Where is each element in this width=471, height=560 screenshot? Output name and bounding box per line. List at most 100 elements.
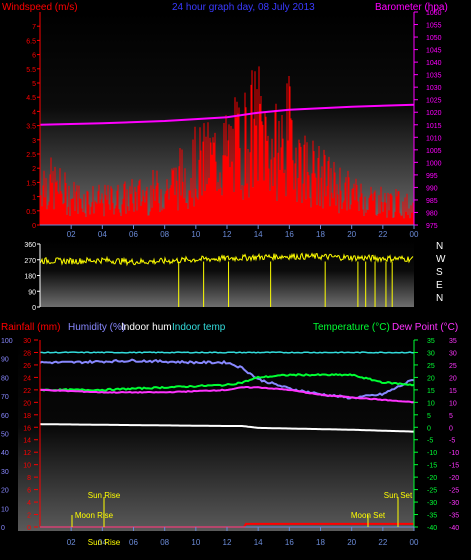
wind-y-tick: 1 (32, 195, 36, 202)
indoor-temp-line (40, 351, 415, 354)
legend-indoor-hum: Indoor hum (121, 322, 172, 333)
rain-y-tick: 22 (23, 388, 31, 395)
wind-x-tick: 12 (223, 230, 232, 239)
barometer-axis-title: Barometer (hpa) (375, 2, 448, 13)
temperature-y-tick: -25 (427, 488, 437, 495)
barometer-y-tick: 1000 (426, 160, 442, 167)
barometer-y-tick: 1055 (426, 23, 442, 30)
wind-y-tick: 7 (32, 24, 36, 31)
climate-x-tick: 18 (316, 538, 325, 547)
wind-x-tick: 08 (160, 230, 169, 239)
barometer-y-tick: 995 (426, 173, 438, 180)
wind-x-tick: 06 (129, 230, 138, 239)
temperature-y-tick: -40 (427, 525, 437, 532)
humidity-y-tick: 80 (1, 375, 9, 382)
sunrise-axis-label: Sun Rise (88, 538, 121, 547)
dew-point-y-tick: -25 (449, 488, 459, 495)
indoor-hum-line (39, 423, 414, 433)
barometer-y-tick: 1040 (426, 60, 442, 67)
temperature-y-tick: -30 (427, 500, 437, 507)
wind-y-tick: 5.5 (26, 67, 36, 74)
climate-x-tick: 14 (254, 538, 263, 547)
wind-y-tick: 0.5 (26, 209, 36, 216)
barometer-y-tick: 1005 (426, 148, 442, 155)
climate-x-tick: 16 (285, 538, 294, 547)
sunrise-label: Sun Rise (88, 491, 121, 500)
barometer-y-tick: 975 (426, 223, 438, 230)
barometer-y-tick: 1050 (426, 35, 442, 42)
wind-y-tick: 5 (32, 81, 36, 88)
wind-y-tick: 4.5 (26, 95, 36, 102)
barometer-y-tick: 1045 (426, 48, 442, 55)
temperature-y-tick: 25 (427, 363, 435, 370)
dew-point-y-tick: 25 (449, 363, 457, 370)
chart-title: 24 hour graph day, 08 July 2013 (172, 2, 315, 13)
barometer-y-tick: 1035 (426, 73, 442, 80)
wind-x-tick: 00 (410, 230, 419, 239)
rain-y-tick: 30 (23, 338, 31, 345)
climate-x-tick: 12 (223, 538, 232, 547)
wind-y-tick: 4 (32, 109, 36, 116)
legend-rainfall: Rainfall (mm) (1, 322, 60, 333)
wind-x-tick: 18 (316, 230, 325, 239)
climate-x-tick: 06 (129, 538, 138, 547)
rain-y-tick: 2 (27, 513, 31, 520)
temperature-y-tick: 30 (427, 350, 435, 357)
dew-point-y-tick: 15 (449, 388, 457, 395)
rain-y-tick: 10 (23, 463, 31, 470)
barometer-y-tick: 1015 (426, 123, 442, 130)
humidity-y-tick: 10 (1, 506, 9, 513)
climate-plot-area (18, 340, 414, 531)
direction-y-tick: 180 (24, 274, 36, 281)
barometer-y-tick: 1010 (426, 135, 442, 142)
dew-point-y-tick: -15 (449, 463, 459, 470)
compass-label: W (436, 254, 446, 265)
climate-x-tick: 00 (410, 538, 419, 547)
temperature-y-tick: 0 (427, 425, 431, 432)
humidity-y-tick: 50 (1, 432, 9, 439)
climate-x-tick: 10 (191, 538, 200, 547)
wind-y-tick: 6 (32, 53, 36, 60)
dew-point-y-tick: 30 (449, 350, 457, 357)
compass-label: S (436, 267, 443, 278)
dew-point-y-tick: 35 (449, 338, 457, 345)
humidity-y-tick: 0 (1, 525, 5, 532)
climate-x-tick: 08 (160, 538, 169, 547)
direction-plot-area (40, 241, 414, 307)
wind-y-tick: 2 (32, 166, 36, 173)
wind-speed-bars (39, 66, 414, 225)
humidity-y-tick: 30 (1, 469, 9, 476)
humidity-y-tick: 100 (1, 338, 13, 345)
rain-y-tick: 28 (23, 350, 31, 357)
rain-y-tick: 8 (27, 475, 31, 482)
dew-point-y-tick: 0 (449, 425, 453, 432)
barometer-y-tick: 1030 (426, 85, 442, 92)
rain-y-tick: 16 (23, 425, 31, 432)
barometer-y-tick: 980 (426, 210, 438, 217)
temperature-y-tick: 15 (427, 388, 435, 395)
dew-point-y-tick: -5 (449, 438, 455, 445)
wind-x-tick: 10 (191, 230, 200, 239)
humidity-y-tick: 20 (1, 488, 9, 495)
direction-y-tick: 0 (32, 305, 36, 312)
direction-y-tick: 90 (28, 289, 36, 296)
barometer-y-tick: 1060 (426, 10, 442, 17)
climate-x-tick: 02 (67, 538, 76, 547)
wind-axis-title: Windspeed (m/s) (2, 2, 78, 13)
compass-label: N (436, 241, 443, 252)
rain-y-tick: 0 (27, 525, 31, 532)
humidity-y-tick: 60 (1, 413, 9, 420)
wind-x-tick: 14 (254, 230, 263, 239)
barometer-y-tick: 1020 (426, 110, 442, 117)
dew-point-y-tick: -10 (449, 450, 459, 457)
temperature-line (39, 373, 415, 392)
wind-y-tick: 3.5 (26, 124, 36, 131)
wind-y-tick: 0 (32, 223, 36, 230)
barometer-y-tick: 1025 (426, 98, 442, 105)
rain-y-tick: 14 (23, 438, 31, 445)
rain-y-tick: 26 (23, 363, 31, 370)
rain-y-tick: 20 (23, 400, 31, 407)
temperature-y-tick: 20 (427, 375, 435, 382)
